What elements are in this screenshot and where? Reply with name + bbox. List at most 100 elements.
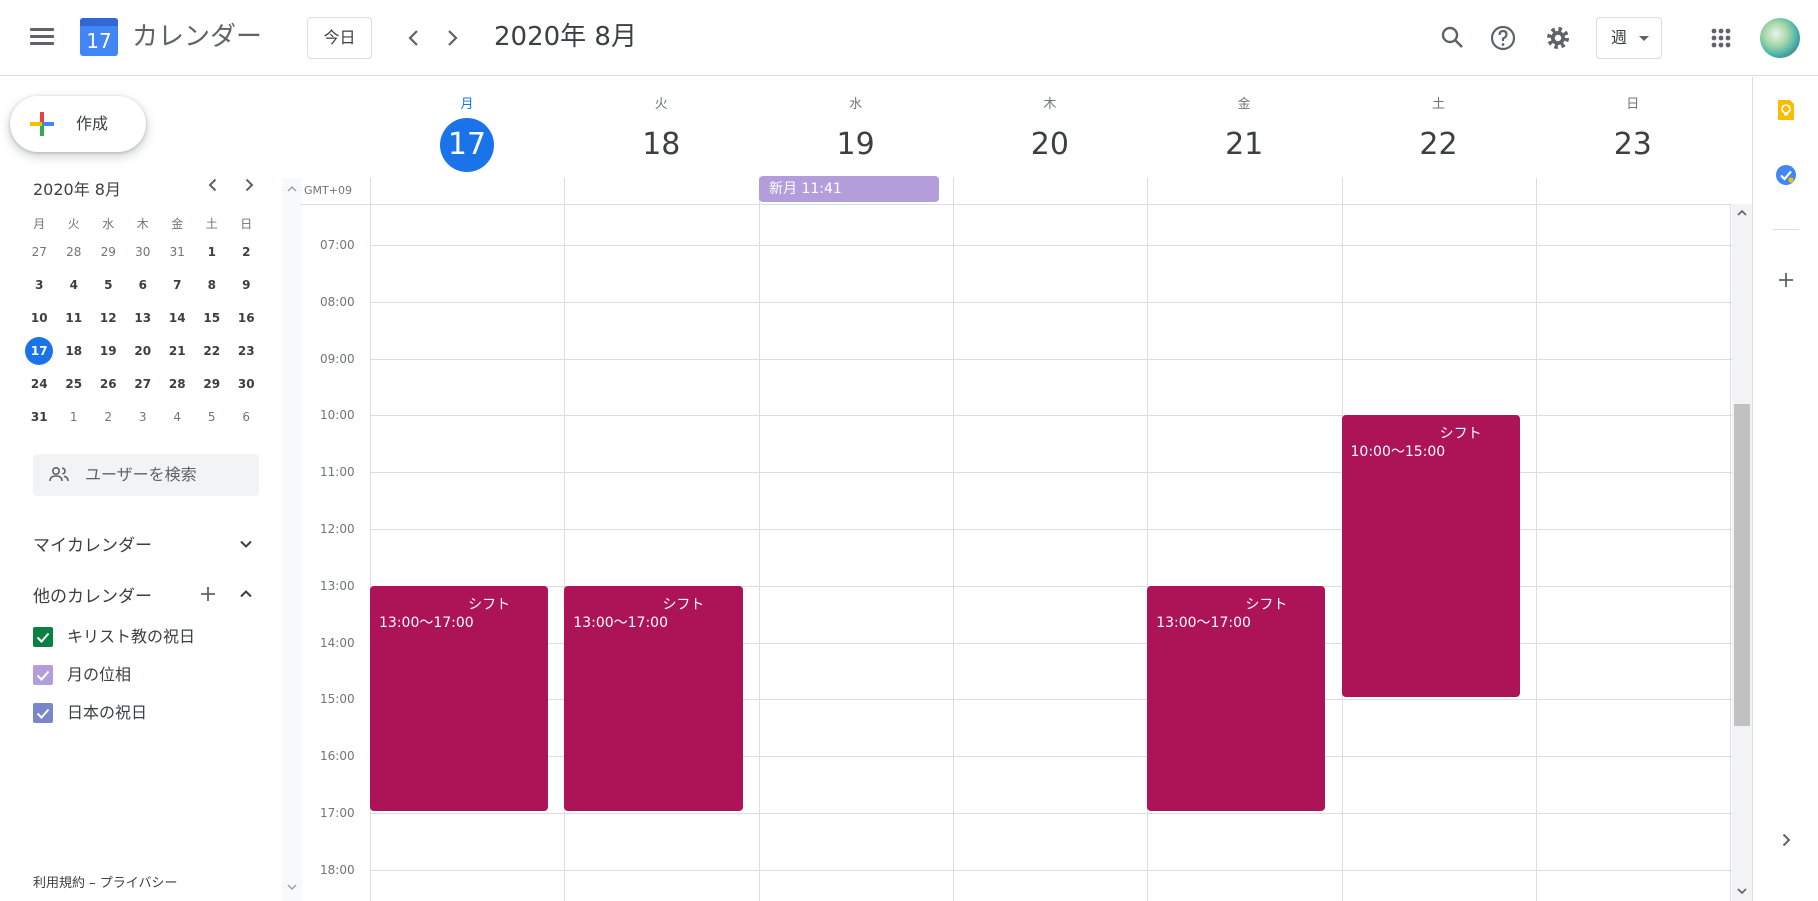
mini-calendar-day[interactable]: 19 — [91, 335, 126, 368]
chevron-up-icon — [240, 590, 252, 598]
mini-calendar-day[interactable]: 18 — [57, 335, 92, 368]
day-number-button[interactable]: 18 — [642, 127, 681, 162]
hour-gridline — [370, 529, 1736, 530]
mini-calendar-day[interactable]: 29 — [195, 368, 230, 401]
event-shift[interactable]: シフト 13:00～17:00 — [1147, 585, 1326, 811]
mini-calendar-day[interactable]: 31 — [22, 401, 57, 434]
mini-calendar-day-number: 21 — [168, 344, 186, 358]
calendar-checkbox[interactable] — [33, 627, 53, 647]
mini-calendar-day[interactable]: 4 — [57, 269, 92, 302]
mini-calendar-day[interactable]: 14 — [160, 302, 195, 335]
mini-calendar-day[interactable]: 9 — [229, 269, 264, 302]
mini-calendar-day[interactable]: 2 — [229, 236, 264, 269]
calendar-checkbox[interactable] — [33, 703, 53, 723]
hour-label: 07:00 — [320, 238, 355, 252]
mini-calendar-day[interactable]: 4 — [160, 401, 195, 434]
tasks-button[interactable] — [1773, 162, 1799, 188]
today-button[interactable]: 今日 — [307, 17, 372, 59]
scrollbar-up-arrow-icon[interactable] — [1735, 206, 1749, 220]
search-button[interactable] — [1433, 18, 1473, 58]
mini-calendar-day[interactable]: 1 — [57, 401, 92, 434]
day-number-button[interactable]: 23 — [1613, 127, 1652, 162]
grid-scrollbar[interactable] — [1732, 204, 1752, 901]
my-calendars-title[interactable]: マイカレンダー — [33, 536, 152, 556]
terms-privacy-links[interactable]: 利用規約 – プライバシー — [33, 876, 178, 891]
mini-calendar-day[interactable]: 10 — [22, 302, 57, 335]
event-shift[interactable]: シフト 13:00～17:00 — [564, 585, 743, 811]
scrollbar-down-arrow-icon[interactable] — [1735, 884, 1749, 898]
all-day-event-new-moon[interactable]: 新月 11:41 — [759, 176, 939, 202]
search-users-field[interactable]: ユーザーを検索 — [33, 454, 259, 496]
mini-calendar-day[interactable]: 20 — [126, 335, 161, 368]
week-time-grid[interactable]: 07:00 08:00 09:00 10:00 11:00 12:00 13:00 14:00… — [300, 205, 1736, 901]
event-shift[interactable]: シフト 10:00～15:00 — [1341, 415, 1520, 698]
scroll-up-icon[interactable] — [285, 182, 299, 196]
app-title[interactable]: カレンダー — [132, 22, 263, 52]
day-number-button[interactable]: 21 — [1225, 127, 1264, 162]
account-avatar[interactable] — [1760, 18, 1800, 58]
mini-calendar-day[interactable]: 31 — [160, 236, 195, 269]
mini-calendar-day[interactable]: 21 — [160, 335, 195, 368]
keep-button[interactable] — [1773, 97, 1799, 123]
mini-calendar-day[interactable]: 1 — [195, 236, 230, 269]
day-number-button[interactable]: 17 — [440, 118, 494, 172]
mini-calendar-day[interactable]: 17 — [22, 335, 57, 368]
mini-calendar-day-number: 13 — [134, 311, 152, 325]
mini-calendar-day[interactable]: 11 — [57, 302, 92, 335]
mini-calendar-day[interactable]: 16 — [229, 302, 264, 335]
mini-calendar-day[interactable]: 27 — [22, 236, 57, 269]
day-number-button[interactable]: 19 — [836, 127, 875, 162]
scrollbar-thumb[interactable] — [1734, 404, 1750, 726]
mini-calendar-day[interactable]: 6 — [126, 269, 161, 302]
mini-calendar-day[interactable]: 8 — [195, 269, 230, 302]
mini-calendar-day[interactable]: 22 — [195, 335, 230, 368]
mini-calendar-day[interactable]: 30 — [229, 368, 264, 401]
next-week-button[interactable] — [434, 20, 470, 56]
mini-calendar-day[interactable]: 29 — [91, 236, 126, 269]
mini-calendar-day[interactable]: 12 — [91, 302, 126, 335]
mini-calendar-day[interactable]: 7 — [160, 269, 195, 302]
mini-calendar-day[interactable]: 2 — [91, 401, 126, 434]
mini-calendar-day[interactable]: 28 — [160, 368, 195, 401]
settings-button[interactable] — [1538, 18, 1578, 58]
mini-calendar-day[interactable]: 15 — [195, 302, 230, 335]
day-number-button[interactable]: 20 — [1030, 127, 1069, 162]
collapse-other-calendars-button[interactable] — [234, 582, 258, 606]
show-side-panel-button[interactable] — [1773, 827, 1799, 853]
mini-calendar-day[interactable]: 3 — [126, 401, 161, 434]
expand-my-calendars-button[interactable] — [234, 532, 258, 556]
mini-calendar-day[interactable]: 26 — [91, 368, 126, 401]
mini-calendar-week: 3 4 5 6 7 8 9 — [22, 269, 264, 302]
day-header: 土 22 — [1342, 96, 1536, 172]
other-calendars-title[interactable]: 他のカレンダー — [33, 587, 152, 607]
mini-calendar-day[interactable]: 6 — [229, 401, 264, 434]
day-number-button[interactable]: 22 — [1419, 127, 1458, 162]
day-column-divider — [564, 205, 566, 901]
mini-calendar-day[interactable]: 5 — [195, 401, 230, 434]
mini-calendar-next-button[interactable] — [236, 172, 262, 198]
mini-calendar-day[interactable]: 27 — [126, 368, 161, 401]
calendar-checkbox[interactable] — [33, 665, 53, 685]
mini-calendar-day-number: 5 — [104, 278, 113, 292]
mini-calendar-day[interactable]: 5 — [91, 269, 126, 302]
create-event-button[interactable]: 作成 — [10, 96, 146, 152]
mini-calendar-day[interactable]: 30 — [126, 236, 161, 269]
main-menu-icon[interactable] — [22, 22, 62, 52]
event-shift[interactable]: シフト 13:00～17:00 — [370, 585, 549, 811]
mini-calendar-day[interactable]: 25 — [57, 368, 92, 401]
scroll-down-icon[interactable] — [285, 880, 299, 894]
mini-calendar-day[interactable]: 28 — [57, 236, 92, 269]
help-button[interactable] — [1483, 18, 1523, 58]
google-apps-button[interactable] — [1701, 18, 1741, 58]
mini-calendar-prev-button[interactable] — [200, 172, 226, 198]
previous-week-button[interactable] — [396, 20, 432, 56]
add-other-calendar-button[interactable] — [196, 582, 220, 606]
mini-calendar-day[interactable]: 3 — [22, 269, 57, 302]
mini-calendar-day[interactable]: 13 — [126, 302, 161, 335]
mini-calendar-weekday: 日 — [240, 217, 253, 231]
view-selector[interactable]: 週 — [1596, 17, 1662, 59]
create-button-label: 作成 — [76, 114, 109, 133]
mini-calendar-day[interactable]: 23 — [229, 335, 264, 368]
get-addons-button[interactable] — [1773, 267, 1799, 293]
mini-calendar-day[interactable]: 24 — [22, 368, 57, 401]
